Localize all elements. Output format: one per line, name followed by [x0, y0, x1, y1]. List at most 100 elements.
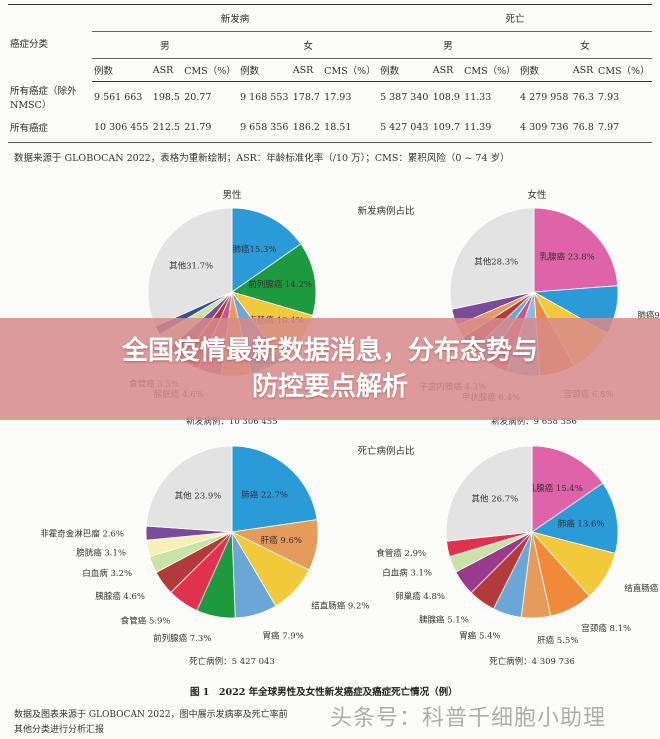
- slice-label: 胰腺癌 4.6%: [95, 591, 145, 602]
- col-new-male: 男: [92, 31, 239, 59]
- slice-label: 食管癌 5.9%: [121, 616, 171, 627]
- metric-asr: ASR: [430, 58, 463, 82]
- metric-count: 例数: [238, 58, 291, 82]
- table-cell: 18.51: [322, 112, 379, 143]
- cancer-statistics-table: 癌症分类 新发病 死亡 男 女 男 女 例数 ASR CMS（%） 例数 ASR…: [8, 4, 652, 143]
- pie-slice: [449, 207, 535, 310]
- col-death-male: 男: [378, 31, 519, 59]
- pie-footer-total: 死亡病例：5 427 043: [189, 656, 275, 667]
- headline-line-2: 防控要点解析: [251, 372, 408, 402]
- col-title-male: 男性: [222, 189, 242, 201]
- metric-count: 例数: [518, 58, 571, 82]
- slice-label: 前列腺癌 14.2%: [248, 279, 312, 290]
- slice-label: 其他31.7%: [169, 261, 213, 272]
- pie-slice: [445, 445, 533, 542]
- slice-label: 非霍奇金淋巴瘤 2.6%: [40, 528, 124, 539]
- pie-slice: [231, 445, 318, 533]
- slice-label: 其他28.3%: [474, 256, 518, 267]
- table-cell: 109.7: [430, 112, 463, 143]
- table-row: 所有癌症（除外 NMSC） 9 561 663 198.5 20.77 9 168…: [8, 82, 652, 113]
- table-cell: 198.5: [152, 91, 180, 103]
- table-footnote: 数据来源于 GLOBOCAN 2022，表格为重新绘制；ASR：年龄标准化率（/…: [14, 153, 510, 164]
- table-cell: 4 309 736: [518, 112, 571, 143]
- pie-footer-total: 死亡病例：4 309 736: [489, 656, 575, 667]
- slice-label: 胃癌 5.4%: [459, 630, 500, 641]
- slice-label: 其他 26.7%: [472, 494, 519, 505]
- row-header-cancer-type: 癌症分类: [8, 4, 92, 82]
- section-title-new: 新发病例占比: [357, 205, 414, 217]
- pie-slice: [531, 445, 604, 533]
- pie-charts-svg: 男性 女性 新发病例占比 死亡病例占比 肺癌15.3% 前列腺癌 14.2% 结直肠…: [40, 189, 660, 667]
- pie-footer-total: 新发病例：9 658 356: [491, 416, 577, 427]
- pie-footer-total: 新发病例：10 306 455: [186, 416, 277, 427]
- metric-asr: ASR: [570, 58, 597, 82]
- pie-slice: [231, 243, 317, 316]
- table-cell: 9 658 356: [238, 112, 291, 143]
- figure-caption: 图 1 2022 年全球男性及女性新发癌症及癌症死亡情况（例）: [190, 687, 458, 698]
- table-cell: 7.97: [596, 112, 652, 143]
- slice-label: 白血病 3.1%: [382, 568, 432, 579]
- table-cell: 17.93: [324, 91, 352, 103]
- row-label-cont: NMSC）: [10, 99, 52, 111]
- slice-label: 胰腺癌 5.1%: [419, 615, 469, 626]
- metric-cms: CMS（%）: [462, 58, 519, 82]
- metric-count: 例数: [378, 58, 431, 82]
- table-cell: 10 306 455: [92, 112, 151, 143]
- table-cell: 76.3: [572, 91, 594, 103]
- table-cell: 4 279 958: [520, 91, 569, 103]
- pie-slice: [531, 482, 619, 554]
- slice-label: 乳腺癌 23.8%: [539, 251, 594, 262]
- slice-label: 肺癌15.3%: [232, 244, 276, 255]
- table-cell: 212.5: [150, 112, 183, 143]
- figure-source-line-2: 其他分类进行分析汇报: [14, 725, 105, 735]
- slice-label: 结直肠癌 9.2%: [311, 600, 369, 611]
- pie-slice: [231, 207, 302, 293]
- table-row: 所有癌症 10 306 455 212.5 21.79 9 658 356 18…: [8, 112, 652, 143]
- col-title-female: 女性: [527, 189, 547, 201]
- table-cell: 108.9: [432, 91, 460, 103]
- table-cell: 7.93: [598, 91, 620, 103]
- metric-count: 例数: [92, 58, 151, 82]
- slice-label: 肺癌9.4%: [637, 310, 660, 321]
- figure-source-line-1: 数据及图表来源于 GLOBOCAN 2022，图中展示发病率及死亡率前: [14, 710, 288, 720]
- table-cell: 186.2: [290, 112, 323, 143]
- section-title-death: 死亡病例占比: [357, 445, 414, 457]
- slice-label: 宫颈癌 8.1%: [581, 623, 631, 634]
- slice-label: 卵巢癌 4.8%: [395, 591, 445, 602]
- pie-chart-4: 乳腺癌 15.4% 肺癌 13.6% 结直肠癌 9.4% 宫颈癌 8.1%肝癌 5.5…: [376, 445, 660, 667]
- pie-slice: [533, 207, 619, 293]
- col-new-female: 女: [238, 31, 379, 59]
- pie-slice: [145, 445, 233, 533]
- slice-label: 前列腺癌 7.3%: [153, 633, 211, 644]
- slice-label: 乳腺癌 15.4%: [528, 483, 583, 494]
- col-group-deaths: 死亡: [378, 4, 652, 32]
- pie-slice: [147, 207, 233, 327]
- table-cell: 11.39: [462, 112, 519, 143]
- slice-label: 肝癌 9.6%: [261, 535, 302, 546]
- table-cell: 9 168 553: [240, 91, 289, 103]
- slice-label: 胃癌 7.9%: [263, 631, 304, 642]
- slice-label: 肺癌 13.6%: [558, 518, 605, 529]
- slice-label: 食管癌 2.9%: [376, 548, 426, 559]
- headline-line-1: 全国疫情最新数据消息，分布态势与: [121, 336, 538, 366]
- pie-chart-3: 肺癌 22.7% 肝癌 9.6% 结直肠癌 9.2% 胃癌 7.9% 前列腺癌 7.3%…: [40, 445, 369, 667]
- row-label: 所有癌症（除外: [10, 85, 77, 97]
- table-cell: 20.77: [184, 91, 212, 103]
- metric-asr: ASR: [150, 58, 183, 82]
- headline-banner: 全国疫情最新数据消息，分布态势与 防控要点解析: [0, 318, 660, 420]
- slice-label: 肝癌 5.5%: [537, 635, 578, 646]
- slice-label: 结直肠癌 9.4%: [624, 583, 660, 594]
- table-cell: 9 561 663: [94, 91, 143, 103]
- row-label: 所有癌症: [8, 112, 92, 143]
- metric-cms: CMS（%）: [596, 58, 652, 82]
- slice-label: 其他 23.9%: [175, 491, 222, 502]
- table-cell: 5 387 340: [380, 91, 429, 103]
- slice-label: 膀胱癌 3.1%: [76, 548, 126, 559]
- table-cell: 5 427 043: [378, 112, 431, 143]
- table-cell: 76.8: [570, 112, 597, 143]
- table-cell: 178.7: [292, 91, 320, 103]
- table-cell: 21.79: [182, 112, 239, 143]
- col-death-female: 女: [518, 31, 652, 59]
- metric-cms: CMS（%）: [182, 58, 239, 82]
- table-cell: 11.33: [464, 91, 492, 103]
